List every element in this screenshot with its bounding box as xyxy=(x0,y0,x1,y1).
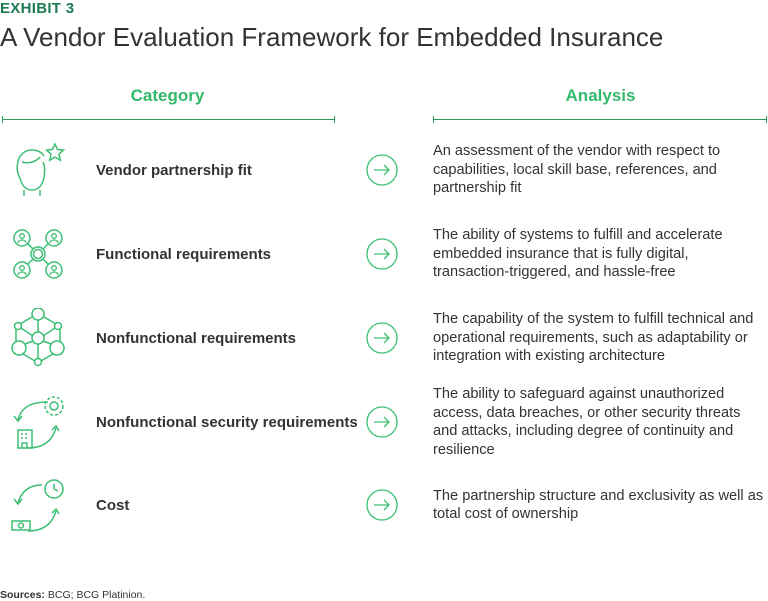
analysis-text: The ability of systems to fulfill and ac… xyxy=(433,227,723,281)
sources-label: Sources: xyxy=(0,589,45,601)
category-label: Functional requirements xyxy=(96,245,272,263)
analysis-text: The capability of the system to fulfill … xyxy=(433,311,754,365)
arrow-right-icon xyxy=(366,489,398,521)
arrow-right-icon xyxy=(366,322,398,354)
category-header: Category xyxy=(130,86,205,105)
sources-note: Sources: BCG; BCG Platinion. xyxy=(0,589,145,601)
analysis-text: The ability to safeguard against unautho… xyxy=(433,386,741,458)
category-label: Vendor partnership fit xyxy=(96,161,252,179)
building-gear-cycle-icon xyxy=(13,396,64,449)
node-network-icon xyxy=(11,308,65,367)
arrow-right-icon xyxy=(366,238,398,270)
category-divider xyxy=(2,116,335,123)
page-title: A Vendor Evaluation Framework for Embedd… xyxy=(0,22,664,52)
person-star-icon xyxy=(16,142,66,196)
arrow-right-icon xyxy=(366,406,398,438)
category-label: Nonfunctional requirements xyxy=(96,329,297,347)
sources-text: BCG; BCG Platinion. xyxy=(44,589,146,601)
framework-row: Vendor partnership fit An assessment of … xyxy=(0,140,768,210)
category-label: Cost xyxy=(96,496,130,514)
arrow-right-icon xyxy=(366,154,398,186)
people-network-icon xyxy=(13,229,63,279)
analysis-divider xyxy=(433,116,767,123)
framework-row: Nonfunctional security requirements The … xyxy=(0,386,768,462)
framework-row: Nonfunctional requirements The capabilit… xyxy=(0,308,768,378)
category-label: Nonfunctional security requirements xyxy=(96,413,358,431)
analysis-text: An assessment of the vendor with respect… xyxy=(433,143,721,197)
analysis-header: Analysis xyxy=(565,86,636,105)
money-clock-cycle-icon xyxy=(11,479,64,532)
analysis-text: The partnership structure and exclusivit… xyxy=(433,487,764,523)
framework-row: Cost The partnership structure and exclu… xyxy=(0,475,768,545)
framework-row: Functional requirements The ability of s… xyxy=(0,224,768,294)
exhibit-label: EXHIBIT 3 xyxy=(0,0,75,17)
